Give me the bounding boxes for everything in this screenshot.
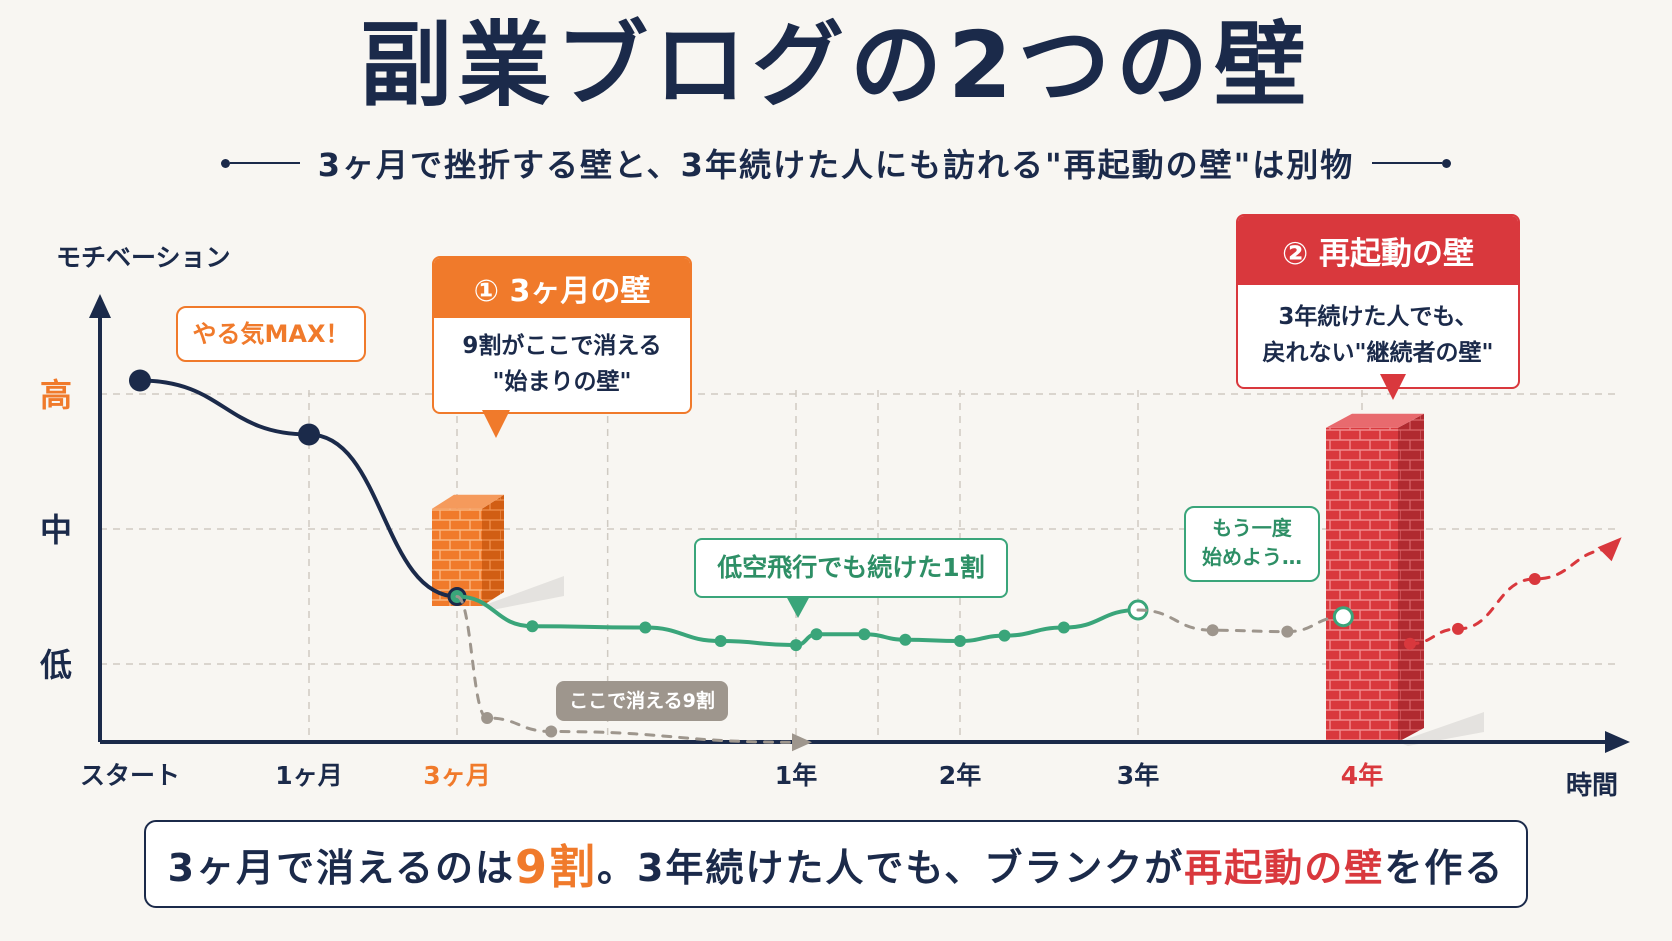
- series-line: [1408, 547, 1614, 646]
- wall1-line: "始まりの壁": [492, 369, 632, 395]
- data-point: [298, 423, 320, 446]
- wall-side: [1398, 413, 1424, 742]
- wall-front: [1326, 427, 1398, 742]
- x-tick-label: スタート: [80, 761, 180, 790]
- data-point: [998, 629, 1011, 642]
- restart-line: もう一度: [1212, 516, 1292, 540]
- summary-text: 3ヶ月で消えるのは: [167, 845, 515, 890]
- data-point: [1206, 624, 1219, 637]
- wall-top: [432, 494, 504, 509]
- data-point: [639, 621, 652, 634]
- summary-accent-ratio: 9割: [514, 840, 597, 894]
- data-point: [1528, 572, 1541, 585]
- x-tick-label: 1年: [775, 761, 817, 790]
- series-line: [138, 378, 459, 599]
- dropout-bubble: ここで消える9割: [556, 681, 728, 721]
- x-tick-label: 3年: [1117, 761, 1159, 790]
- wall-top: [1326, 413, 1424, 428]
- wall1-body: 9割がここで消える "始まりの壁": [434, 318, 690, 412]
- data-point: [954, 635, 966, 648]
- series-line: [1136, 608, 1345, 634]
- data-point: [129, 369, 151, 392]
- x-tick-label: 2年: [939, 761, 981, 790]
- data-point: [526, 620, 539, 633]
- wall1-line: 9割がここで消える: [462, 333, 662, 359]
- continue-bubble: 低空飛行でも続けた1割: [694, 538, 1008, 598]
- chart-series: [129, 369, 1622, 752]
- data-point: [810, 628, 823, 641]
- chart-walls: [432, 413, 1484, 746]
- restart-line: 始めよう…: [1202, 545, 1302, 569]
- wall2-line: 3年続けた人でも、: [1278, 304, 1478, 330]
- data-point: [1281, 625, 1294, 638]
- summary-accent-wall: 再起動の壁: [1184, 845, 1385, 890]
- series-line: [455, 595, 798, 744]
- wall2-body: 3年続けた人でも、 戻れない"継続者の壁": [1238, 285, 1518, 387]
- wall2-title: ② 再起動の壁: [1238, 216, 1518, 285]
- data-point: [790, 639, 802, 652]
- summary-text: 。3年続けた人でも、ブランクが: [596, 845, 1185, 890]
- wall2-callout: ② 再起動の壁 3年続けた人でも、 戻れない"継続者の壁": [1236, 214, 1520, 389]
- data-point: [545, 725, 558, 738]
- data-point: [1057, 621, 1070, 634]
- wall1-callout: ① 3ヶ月の壁 9割がここで消える "始まりの壁": [432, 256, 692, 414]
- max-motivation-bubble: やる気MAX！: [176, 306, 366, 362]
- data-point: [858, 628, 871, 641]
- y-axis-label: モチベーション: [56, 243, 231, 272]
- data-point: [714, 635, 727, 648]
- subtitle-rule-left: [220, 158, 300, 168]
- x-tick-label: 1ヶ月: [275, 761, 342, 790]
- series-line: [455, 594, 1140, 648]
- wall2-pointer: [1380, 374, 1406, 400]
- x-tick-label: 4年: [1341, 761, 1383, 790]
- subtitle-rule-right: [1372, 158, 1452, 168]
- subtitle-row: 3ヶ月で挫折する壁と、3年続けた人にも訪れる"再起動の壁"は別物: [0, 140, 1672, 186]
- chart-axes: [89, 294, 1630, 753]
- wall-shadow: [1398, 712, 1484, 746]
- restart-bubble: もう一度 始めよう…: [1184, 506, 1320, 582]
- data-point: [899, 633, 912, 646]
- wall-shadow: [482, 576, 564, 610]
- summary-text: を作る: [1384, 845, 1505, 890]
- wall-side: [482, 494, 504, 606]
- data-point: [1404, 637, 1416, 650]
- x-axis-label: 時間: [1566, 771, 1618, 801]
- data-point: [481, 712, 494, 724]
- wall1-pointer: [482, 410, 510, 438]
- summary-box: 3ヶ月で消えるのは 9割 。3年続けた人でも、ブランクが 再起動の壁 を作る: [144, 820, 1528, 908]
- data-point: [1332, 606, 1354, 628]
- continue-pointer: [786, 596, 810, 618]
- y-tick-label: 高: [40, 376, 72, 414]
- y-axis-arrow: [89, 294, 111, 318]
- x-axis-arrow: [1605, 731, 1630, 753]
- subtitle: 3ヶ月で挫折する壁と、3年続けた人にも訪れる"再起動の壁"は別物: [317, 146, 1355, 184]
- y-tick-label: 中: [40, 511, 72, 549]
- data-point: [1452, 622, 1464, 635]
- page-title: 副業ブログの2つの壁: [359, 12, 1312, 119]
- wall1-title: ① 3ヶ月の壁: [434, 258, 690, 318]
- x-tick-label: 3ヶ月: [423, 761, 490, 790]
- series-arrow: [1597, 537, 1622, 562]
- y-tick-label: 低: [40, 646, 72, 684]
- wall2-line: 戻れない"継続者の壁": [1262, 340, 1494, 366]
- series-arrow: [792, 733, 812, 752]
